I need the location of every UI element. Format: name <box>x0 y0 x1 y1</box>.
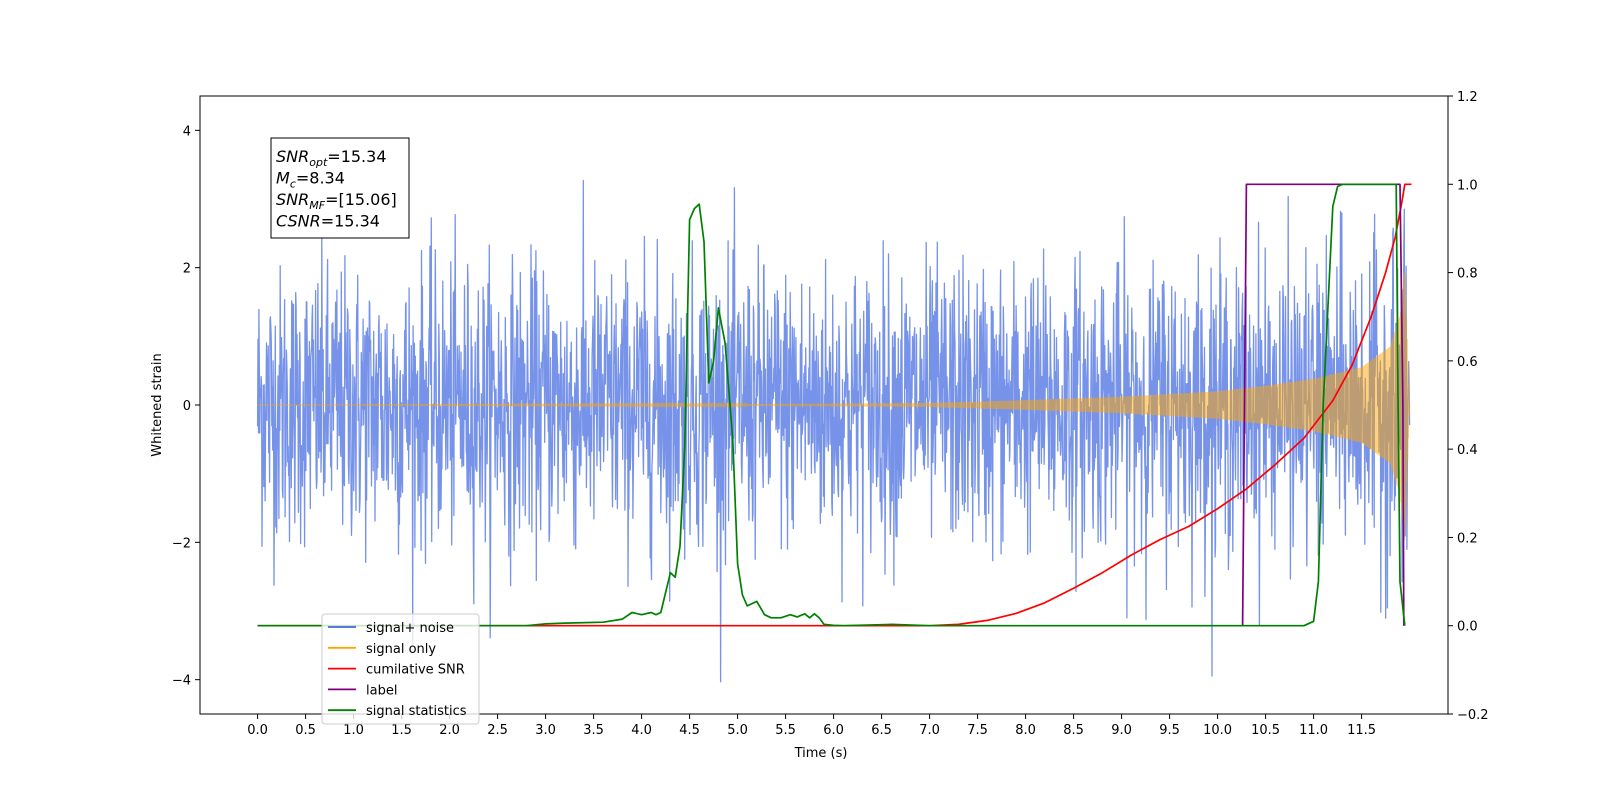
x-tick-label: 6.0 <box>823 723 844 738</box>
series-signal-statistics <box>257 183 1406 627</box>
y-left-tick-label: −4 <box>172 674 191 689</box>
x-tick-label: 11.5 <box>1347 723 1376 738</box>
series-signal-noise <box>256 179 1411 683</box>
y-left-tick-label: 0 <box>183 399 191 414</box>
annotation-line: Mc=8.34 <box>276 169 345 191</box>
legend: signal+ noise signal only cumilative SNR la… <box>321 613 480 725</box>
annotation-line: SNRMF=[15.06] <box>276 190 397 212</box>
y-right-tick-label: 0.2 <box>1457 531 1478 546</box>
legend-label: signal+ noise <box>366 621 454 636</box>
x-tick-label: 1.0 <box>343 723 364 738</box>
x-tick-label: 2.5 <box>487 723 508 738</box>
y-axis-right: −0.2 0.0 0.2 0.4 0.6 0.8 1.0 1.2 <box>1448 90 1489 723</box>
x-tick-label: 10.5 <box>1251 723 1280 738</box>
x-tick-label: 8.0 <box>1015 723 1036 738</box>
legend-label: signal statistics <box>366 704 467 719</box>
x-tick-label: 7.5 <box>967 723 988 738</box>
y-right-tick-label: 1.0 <box>1457 178 1478 193</box>
y-left-tick-label: −2 <box>172 536 191 551</box>
series-label <box>1241 183 1405 626</box>
x-tick-label: 0.5 <box>295 723 316 738</box>
y-right-tick-label: 0.0 <box>1457 620 1478 635</box>
x-tick-label: 4.0 <box>631 723 652 738</box>
y-left-tick-label: 4 <box>183 124 191 139</box>
y-axis-left: −4 −2 0 2 4 <box>172 124 200 689</box>
annotation-frame <box>270 137 410 239</box>
legend-frame <box>321 613 480 725</box>
x-tick-label: 9.0 <box>1111 723 1132 738</box>
x-tick-label: 2.0 <box>439 723 460 738</box>
legend-label: cumilative SNR <box>366 663 465 678</box>
x-tick-label: 9.5 <box>1159 723 1180 738</box>
y-right-tick-label: 0.4 <box>1457 443 1478 458</box>
annotation-line: SNRopt=15.34 <box>276 147 387 169</box>
x-tick-label: 3.0 <box>535 723 556 738</box>
legend-label: signal only <box>366 642 436 657</box>
x-axis-label: Time (s) <box>794 746 848 761</box>
y-right-tick-label: 0.8 <box>1457 267 1478 282</box>
x-tick-label: 11.0 <box>1299 723 1328 738</box>
annotation-line: CSNR=15.34 <box>276 212 380 231</box>
x-tick-label: 5.5 <box>775 723 796 738</box>
x-tick-label: 8.5 <box>1063 723 1084 738</box>
x-tick-label: 6.5 <box>871 723 892 738</box>
y-right-tick-label: 1.2 <box>1457 90 1478 105</box>
x-tick-label: 4.5 <box>679 723 700 738</box>
x-tick-label: 10.0 <box>1203 723 1232 738</box>
annotation-box: SNRopt=15.34Mc=8.34SNRMF=[15.06]CSNR=15.… <box>270 137 410 239</box>
y-axis-left-label: Whitened strain <box>150 353 165 456</box>
x-tick-label: 1.5 <box>391 723 412 738</box>
series-cumilative-snr <box>257 183 1412 627</box>
y-left-tick-label: 2 <box>183 262 191 277</box>
y-right-tick-label: −0.2 <box>1457 708 1489 723</box>
x-tick-label: 3.5 <box>583 723 604 738</box>
legend-label: label <box>366 683 397 698</box>
x-tick-label: 0.0 <box>247 723 268 738</box>
series-signal-only <box>257 273 1411 541</box>
x-tick-label: 5.0 <box>727 723 748 738</box>
x-axis: 0.0 0.5 1.0 1.5 2.0 2.5 3.0 3.5 4.0 4.5 5.0 5.5 6.0 6… <box>247 714 1376 738</box>
y-right-tick-label: 0.6 <box>1457 355 1478 370</box>
x-tick-label: 7.0 <box>919 723 940 738</box>
